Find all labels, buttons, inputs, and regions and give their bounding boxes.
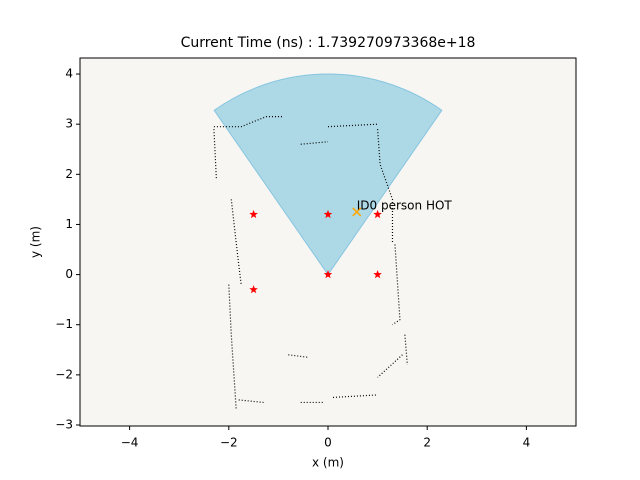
x-axis-label: x (m) xyxy=(312,456,344,470)
person-label: ID0 person HOT xyxy=(357,198,453,212)
y-tick-label: −3 xyxy=(55,417,73,431)
sensor-wedge xyxy=(213,73,443,276)
y-tick-label: 0 xyxy=(65,267,73,281)
star-marker xyxy=(249,209,258,219)
star-marker xyxy=(373,209,382,219)
x-tick-label: 0 xyxy=(324,436,332,450)
y-tick-label: 3 xyxy=(65,117,73,131)
y-tick-label: −2 xyxy=(55,367,73,381)
x-tick-label: 4 xyxy=(523,436,531,450)
star-marker xyxy=(249,285,258,294)
star-marker xyxy=(323,209,333,219)
y-axis-label: y (m) xyxy=(29,226,43,258)
x-tick-label: −4 xyxy=(121,436,139,450)
y-tick-label: 4 xyxy=(65,67,73,81)
x-tick-label: −2 xyxy=(220,436,238,450)
person-marker xyxy=(352,207,362,217)
chart-title: Current Time (ns) : 1.739270973368e+18 xyxy=(181,35,476,51)
star-marker xyxy=(323,270,333,279)
star-marker xyxy=(373,270,382,279)
y-tick-label: −1 xyxy=(55,317,73,331)
y-tick-label: 2 xyxy=(65,167,73,181)
map-points xyxy=(213,116,408,410)
x-tick-label: 2 xyxy=(423,436,431,450)
y-tick-label: 1 xyxy=(65,217,73,231)
